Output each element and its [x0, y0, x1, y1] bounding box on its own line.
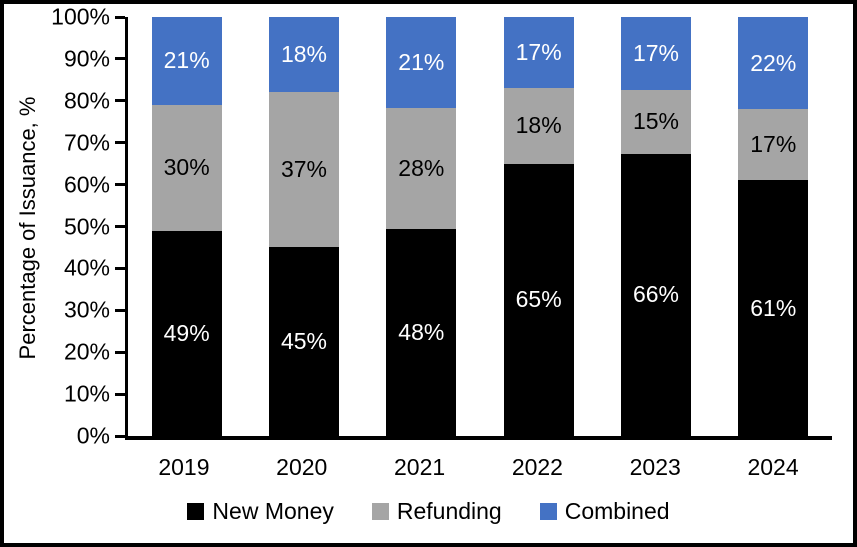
legend: New Money Refunding Combined — [4, 498, 853, 525]
bar-slot-2021: 21% 28% 48% — [363, 17, 480, 436]
bar-segment-2022-new-money: 65% — [503, 163, 574, 436]
bar-segment-2023-refunding: 15% — [620, 89, 691, 154]
bar-segment-2024-new-money: 61% — [738, 180, 809, 436]
bar-label: 66% — [632, 281, 679, 308]
x-axis-label-2023: 2023 — [629, 454, 681, 480]
bar-segment-2020-refunding: 37% — [268, 92, 339, 248]
legend-label: Combined — [564, 498, 670, 524]
bar-label: 18% — [280, 41, 327, 68]
bar-label: 17% — [632, 39, 679, 66]
bar-label: 37% — [280, 156, 327, 183]
y-tick-label: 70% — [63, 129, 110, 156]
bar-label: 21% — [163, 47, 210, 74]
bar-slot-2024: 22% 17% 61% — [715, 17, 832, 436]
bar-label: 65% — [515, 286, 562, 313]
legend-item-combined: Combined — [539, 498, 670, 525]
bar-label: 21% — [398, 48, 445, 75]
bar-label: 30% — [163, 154, 210, 181]
bar-label: 17% — [750, 131, 797, 158]
y-tick-mark — [115, 99, 125, 103]
bar-segment-2024-refunding: 17% — [738, 109, 809, 181]
y-tick-mark — [115, 350, 125, 354]
legend-label: Refunding — [396, 498, 502, 524]
x-axis-label-2021: 2021 — [393, 454, 446, 480]
bar-label: 18% — [515, 112, 562, 139]
y-tick-mark — [115, 183, 125, 187]
y-tick-label: 40% — [63, 254, 110, 281]
y-tick-mark — [115, 225, 125, 228]
legend-swatch-icon — [539, 503, 557, 520]
legend-item-refunding: Refunding — [371, 498, 502, 525]
legend-label: New Money — [212, 498, 334, 524]
bar-slot-2023: 17% 15% 66% — [597, 17, 714, 436]
bar-slot-2020: 18% 37% 45% — [245, 17, 362, 436]
stacked-bar-2021: 21% 28% 48% — [386, 17, 457, 436]
y-tick-label: 90% — [63, 45, 110, 72]
plot-area: 0% 10% 20% 30% 40% 50% 60% 70% 80% 90% 100% 21% 30%… — [51, 4, 832, 449]
x-axis-label-2022: 2022 — [511, 454, 563, 480]
stacked-bar-2024: 22% 17% 61% — [738, 17, 809, 436]
y-tick-label: 30% — [63, 296, 110, 323]
y-tick-label: 50% — [63, 213, 110, 239]
x-axis-labels: 2019 2020 2021 2022 2023 2024 — [125, 454, 832, 481]
bar-label: 61% — [750, 294, 797, 321]
y-tick-label: 60% — [63, 171, 110, 198]
y-tick-mark — [115, 141, 125, 145]
legend-item-new-money: New Money — [187, 498, 334, 525]
x-axis-label-2024: 2024 — [747, 454, 799, 480]
bar-slot-2019: 21% 30% 49% — [128, 17, 245, 436]
bar-segment-2023-new-money: 66% — [620, 153, 691, 436]
bar-slot-2022: 17% 18% 65% — [480, 17, 597, 436]
y-tick-mark — [115, 434, 125, 438]
bar-segment-2021-combined: 21% — [386, 17, 457, 108]
bar-label: 15% — [632, 108, 679, 135]
bar-segment-2020-combined: 18% — [268, 17, 339, 93]
y-tick-label: 10% — [63, 380, 110, 407]
bar-label: 49% — [163, 319, 210, 346]
y-axis-title: Percentage of Issuance, % — [15, 96, 40, 360]
y-tick-label: 20% — [63, 338, 110, 365]
stacked-bar-2020: 18% 37% 45% — [268, 17, 339, 436]
x-axis-label-2020: 2020 — [276, 454, 328, 480]
y-tick-label: 100% — [51, 3, 110, 30]
bar-segment-2019-refunding: 30% — [151, 104, 222, 231]
bar-segment-2021-refunding: 28% — [386, 107, 457, 229]
bar-label: 17% — [515, 39, 562, 66]
bar-label: 48% — [398, 318, 445, 345]
legend-swatch-icon — [187, 503, 205, 520]
y-tick-mark — [115, 308, 125, 312]
bar-segment-2020-new-money: 45% — [268, 247, 339, 436]
bar-segment-2019-combined: 21% — [151, 17, 222, 105]
stacked-bar-2019: 21% 30% 49% — [151, 17, 222, 436]
y-tick-label: 80% — [63, 87, 110, 114]
y-tick-mark — [115, 392, 125, 396]
bar-segment-2022-refunding: 18% — [503, 88, 574, 164]
y-tick-mark — [115, 15, 125, 19]
bar-segment-2021-new-money: 48% — [386, 228, 457, 436]
bar-label: 45% — [280, 328, 327, 355]
bar-label: 22% — [750, 49, 797, 76]
bar-segment-2024-combined: 22% — [738, 17, 809, 110]
y-tick-label: 0% — [76, 422, 110, 449]
y-tick-mark — [115, 57, 125, 61]
x-axis-label-2019: 2019 — [158, 454, 210, 480]
bar-segment-2022-combined: 17% — [503, 17, 574, 89]
bar-segment-2019-new-money: 49% — [151, 230, 222, 436]
legend-swatch-icon — [371, 503, 389, 520]
stacked-bar-2023: 17% 15% 66% — [620, 17, 691, 436]
bars-row: 21% 30% 49% 18% 37% 45% 21% 28% 48% 17% 18% 65% 17% 1… — [128, 17, 832, 436]
bar-label: 28% — [398, 154, 445, 181]
y-tick-mark — [115, 266, 125, 270]
stacked-bar-2022: 17% 18% 65% — [503, 17, 574, 436]
bar-segment-2023-combined: 17% — [620, 17, 691, 90]
